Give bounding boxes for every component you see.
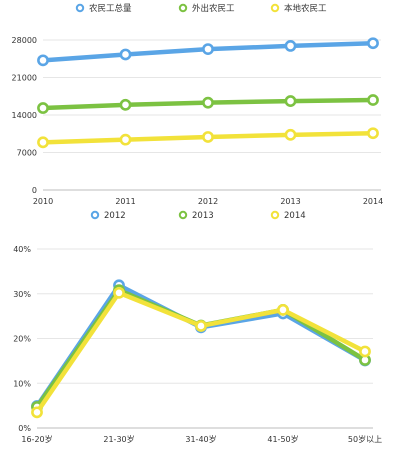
chart-2: 0% 10% 20% 30% 40% 16-20岁 21-30岁 31-40岁 41-50岁 50… xyxy=(13,210,382,444)
x-tick-label: 2013 xyxy=(280,197,300,206)
x-tick-label: 41-50岁 xyxy=(267,434,298,444)
legend-marker xyxy=(270,210,280,220)
legend-marker xyxy=(90,210,100,220)
chart-1: 0 7000 14000 21000 28000 2010 2011 2012 2013 2014… xyxy=(12,3,384,206)
data-point xyxy=(31,406,43,419)
x-tick-label: 2014 xyxy=(363,197,383,206)
x-tick-label: 31-40岁 xyxy=(185,434,216,444)
y-tick-label: 14000 xyxy=(12,111,37,120)
x-tick-label: 16-20岁 xyxy=(21,434,52,444)
legend-marker xyxy=(178,210,188,220)
x-tick-label: 50岁以上 xyxy=(348,434,382,444)
data-point xyxy=(195,320,207,332)
data-point xyxy=(37,54,49,67)
data-point xyxy=(113,286,125,299)
legend-label: 农民工总量 xyxy=(89,3,132,14)
data-point xyxy=(119,48,132,61)
legend-label: 2013 xyxy=(192,211,214,221)
data-point xyxy=(359,345,371,358)
series-line xyxy=(34,290,368,415)
data-point xyxy=(202,96,214,109)
y-tick-label: 30% xyxy=(13,290,31,299)
data-point xyxy=(367,37,379,50)
legend-marker xyxy=(75,3,85,13)
data-point xyxy=(202,43,214,56)
y-tick-label: 10% xyxy=(13,379,31,388)
y-tick-label: 0 xyxy=(32,186,37,195)
legend-label: 2012 xyxy=(104,211,126,221)
legend-marker xyxy=(270,3,280,13)
data-point xyxy=(202,131,214,143)
data-point xyxy=(37,102,49,114)
x-tick-label: 2010 xyxy=(33,197,53,206)
legend-label: 外出农民工 xyxy=(192,3,235,14)
legend-marker xyxy=(178,3,188,13)
data-point xyxy=(284,39,297,52)
y-tick-label: 21000 xyxy=(12,74,37,83)
data-point xyxy=(277,303,289,316)
data-point xyxy=(37,136,49,149)
data-point xyxy=(284,128,297,141)
x-tick-label: 21-30岁 xyxy=(103,434,134,444)
series-line xyxy=(34,282,368,409)
y-tick-label: 20% xyxy=(13,335,31,344)
data-point xyxy=(119,133,132,146)
y-tick-label: 7000 xyxy=(17,149,37,158)
data-point xyxy=(119,98,132,111)
legend-label: 本地农民工 xyxy=(284,3,327,14)
series-line xyxy=(34,287,368,410)
data-point xyxy=(367,127,379,140)
data-point xyxy=(284,95,297,107)
x-tick-label: 2011 xyxy=(115,197,135,206)
x-tick-label: 2012 xyxy=(198,197,218,206)
data-point xyxy=(367,94,379,106)
y-tick-label: 28000 xyxy=(12,36,37,45)
y-tick-label: 40% xyxy=(13,245,31,254)
legend-label: 2014 xyxy=(284,211,306,221)
y-tick-label: 0% xyxy=(18,424,31,433)
